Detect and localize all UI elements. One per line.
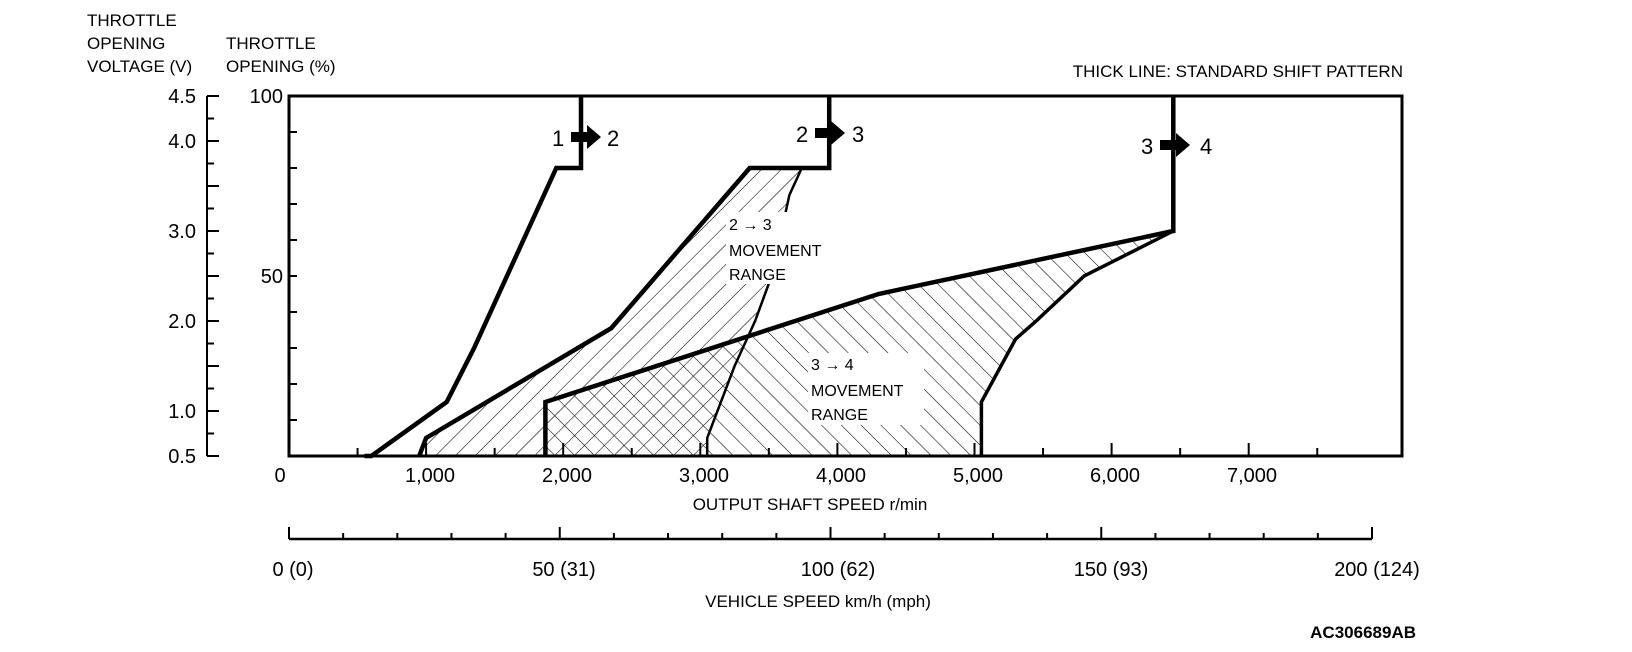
shift-label-2-3-from: 2 [796, 122, 808, 147]
shift-line-3-4 [543, 96, 1176, 456]
y-tick-label-1.0: 1.0 [168, 401, 196, 423]
movement-range-2-3-label-line-1: 2 → 3 [729, 217, 772, 234]
left-axis-title-line-1: THROTTLE [87, 11, 177, 30]
vehicle-speed-axis-label: VEHICLE SPEED km/h (mph) [705, 592, 931, 611]
vehicle-tick-label-150: 150 (93) [1074, 559, 1149, 581]
shift-label-3-4-to: 4 [1200, 134, 1212, 159]
shift-label-2-3: 2 3 [796, 121, 864, 147]
pct-tick-label-50: 50 [261, 266, 283, 288]
vehicle-speed-axis-ticks [288, 527, 1373, 539]
right-axis-title-line-1: THROTTLE [226, 34, 316, 53]
legend-note: THICK LINE: STANDARD SHIFT PATTERN [1073, 62, 1403, 81]
x-tick-label-5000: 5,000 [953, 465, 1003, 487]
pct-tick-label-100: 100 [250, 86, 283, 108]
movement-range-3-4-label-line-2: MOVEMENT [811, 383, 904, 400]
left-axis-title-line-2: OPENING [87, 34, 165, 53]
shift-label-3-4: 3 4 [1141, 133, 1212, 159]
y-tick-label-4.5: 4.5 [168, 86, 196, 108]
movement-range-3-4-label-line-1: 3 → 4 [811, 357, 854, 374]
x-tick-label-7000: 7,000 [1227, 465, 1277, 487]
arrow-right-icon [571, 125, 601, 149]
vehicle-tick-label-50: 50 (31) [532, 559, 595, 581]
x-tick-label-3000: 3,000 [679, 465, 729, 487]
movement-range-3-4-boundary [979, 229, 1175, 456]
movement-range-3-4-label: 3 → 4 MOVEMENT RANGE [808, 353, 924, 425]
movement-range-2-3-label: 2 → 3 MOVEMENT RANGE [726, 212, 838, 284]
movement-range-2-3-label-line-2: MOVEMENT [729, 243, 822, 260]
x-axis-label: OUTPUT SHAFT SPEED r/min [693, 495, 928, 514]
x-axis-ticks [356, 443, 1319, 456]
vehicle-tick-label-200: 200 (124) [1334, 559, 1420, 581]
y-tick-label-3.0: 3.0 [168, 221, 196, 243]
movement-range-3-4-label-line-3: RANGE [811, 407, 868, 424]
shift-line-2-3 [417, 96, 832, 457]
left-axis-ticks [207, 95, 219, 457]
vehicle-tick-label-0: 0 (0) [272, 559, 313, 581]
y-tick-label-4.0: 4.0 [168, 131, 196, 153]
vehicle-tick-label-100: 100 (62) [801, 559, 876, 581]
arrow-right-icon [1160, 133, 1190, 157]
shift-label-1-2-from: 1 [552, 126, 564, 151]
shift-label-1-2: 1 2 [552, 125, 619, 151]
movement-range-2-3-boundary [705, 167, 803, 456]
shift-line-1-2 [364, 96, 584, 459]
x-tick-label-0: 0 [274, 465, 285, 487]
shift-label-1-2-to: 2 [607, 126, 619, 151]
arrow-right-icon [815, 121, 845, 145]
x-tick-label-1000: 1,000 [405, 465, 455, 487]
shift-label-2-3-to: 3 [852, 122, 864, 147]
percent-axis-ticks [289, 131, 297, 421]
figure-id: AC306689AB [1310, 623, 1416, 642]
movement-range-2-3-label-line-3: RANGE [729, 267, 786, 284]
x-tick-label-6000: 6,000 [1090, 465, 1140, 487]
left-axis-title-line-3: VOLTAGE (V) [87, 57, 192, 76]
right-axis-title-line-2: OPENING (%) [226, 57, 336, 76]
y-tick-label-2.0: 2.0 [168, 311, 196, 333]
shift-label-3-4-from: 3 [1141, 134, 1153, 159]
y-tick-label-0.5: 0.5 [168, 446, 196, 468]
x-tick-label-2000: 2,000 [542, 465, 592, 487]
x-tick-label-4000: 4,000 [816, 465, 866, 487]
